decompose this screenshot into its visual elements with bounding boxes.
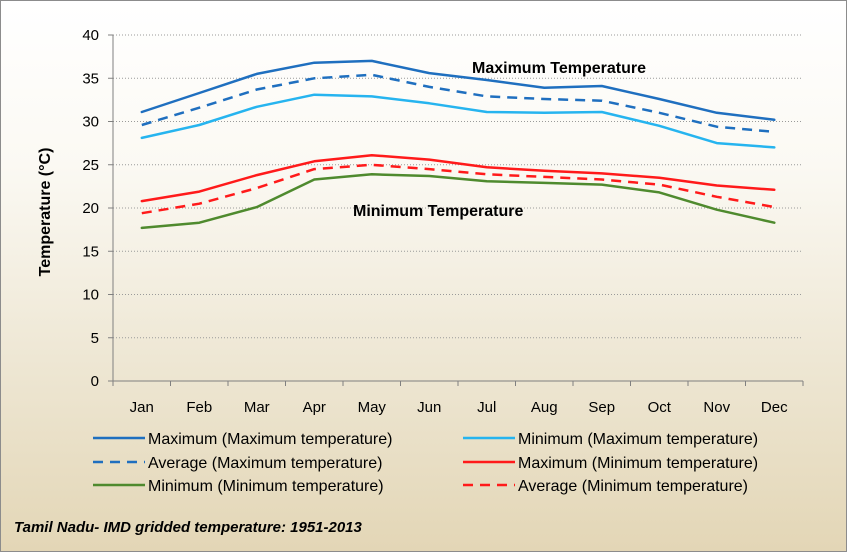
legend-label: Average (Maximum temperature) bbox=[148, 455, 382, 472]
x-tick-label: Mar bbox=[244, 399, 270, 416]
x-tick-label: Feb bbox=[186, 399, 212, 416]
y-tick-label: 15 bbox=[82, 243, 99, 260]
legend-item: Average (Maximum temperature) bbox=[93, 455, 382, 472]
annotation-minimum-temperature: Minimum Temperature bbox=[353, 203, 524, 220]
legend: Maximum (Maximum temperature) Minimum (Ma… bbox=[93, 431, 758, 495]
legend-item: Minimum (Maximum temperature) bbox=[463, 431, 758, 448]
y-tick-label: 10 bbox=[82, 287, 99, 304]
legend-label: Minimum (Maximum temperature) bbox=[518, 431, 758, 448]
legend-label: Average (Minimum temperature) bbox=[518, 478, 748, 495]
series-line-3 bbox=[140, 153, 776, 203]
series-lines bbox=[140, 59, 776, 230]
legend-item: Maximum (Minimum temperature) bbox=[463, 455, 758, 472]
legend-item: Average (Minimum temperature) bbox=[463, 478, 748, 495]
x-tick-label: Sep bbox=[588, 399, 615, 416]
x-tick-label: Dec bbox=[761, 399, 788, 416]
tick-labels: 0 5 10 15 20 25 30 35 40 Jan Feb Mar Apr May Jun Jul Aug… bbox=[82, 27, 788, 416]
legend-item: Maximum (Maximum temperature) bbox=[93, 431, 392, 448]
y-tick-label: 35 bbox=[82, 70, 99, 87]
x-tick-label: Jun bbox=[417, 399, 441, 416]
series-line-2 bbox=[140, 93, 776, 149]
legend-label: Maximum (Minimum temperature) bbox=[518, 455, 758, 472]
x-tick-label: May bbox=[358, 399, 387, 416]
series-line-5 bbox=[140, 173, 776, 230]
source-caption: Tamil Nadu- IMD gridded temperature: 195… bbox=[14, 519, 362, 536]
x-tick-label: Oct bbox=[648, 399, 672, 416]
y-tick-label: 20 bbox=[82, 200, 99, 217]
annotation-maximum-temperature: Maximum Temperature bbox=[472, 60, 646, 77]
legend-label: Minimum (Minimum temperature) bbox=[148, 478, 384, 495]
axes bbox=[108, 34, 804, 386]
legend-item: Minimum (Minimum temperature) bbox=[93, 478, 384, 495]
x-tick-label: Apr bbox=[303, 399, 326, 416]
series-line-0 bbox=[140, 59, 776, 122]
y-axis-label: Temperature (°C) bbox=[37, 148, 54, 277]
y-tick-label: 40 bbox=[82, 27, 99, 44]
gridlines bbox=[113, 34, 803, 339]
x-tick-label: Aug bbox=[531, 399, 558, 416]
series-line-4 bbox=[141, 163, 775, 215]
x-tick-label: Jul bbox=[477, 399, 496, 416]
y-tick-label: 25 bbox=[82, 157, 99, 174]
legend-label: Maximum (Maximum temperature) bbox=[148, 431, 392, 448]
x-tick-label: Nov bbox=[703, 399, 730, 416]
x-tick-label: Jan bbox=[130, 399, 154, 416]
y-tick-label: 30 bbox=[82, 114, 99, 131]
series-line-1 bbox=[141, 73, 775, 134]
y-tick-label: 0 bbox=[91, 373, 99, 390]
y-tick-label: 5 bbox=[91, 330, 99, 347]
